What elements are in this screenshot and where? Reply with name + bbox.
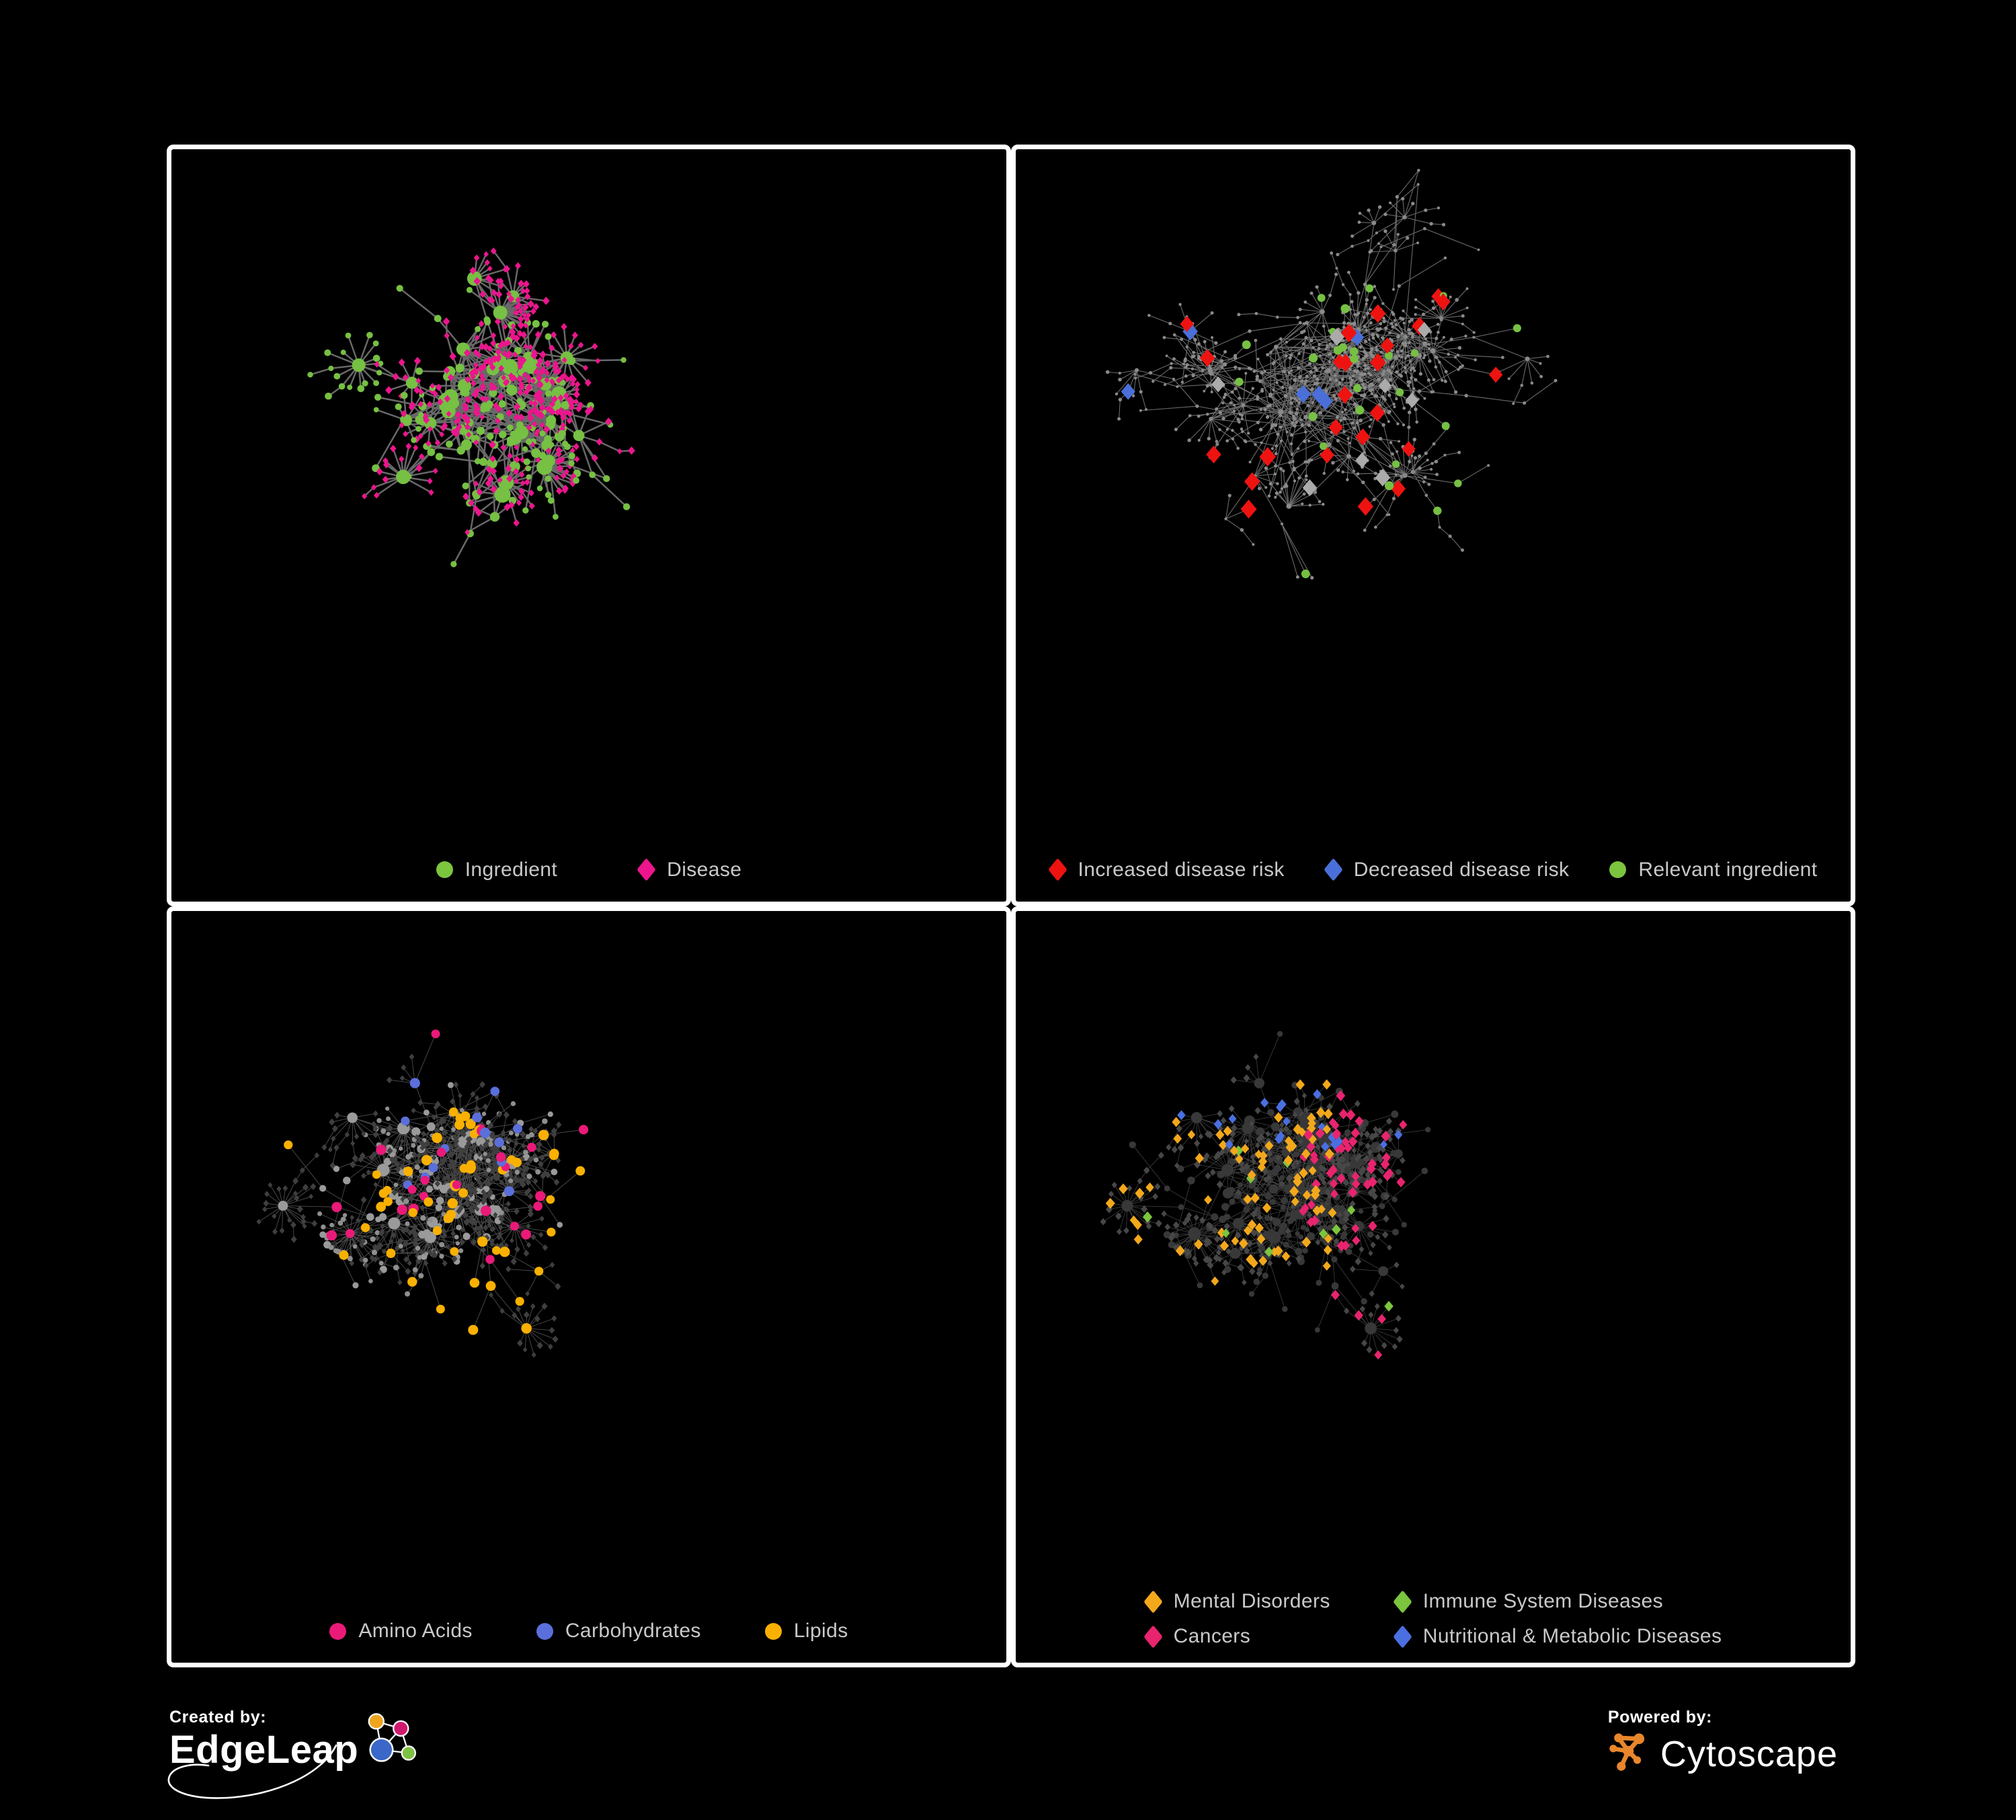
legend-disease-categories: Mental Disorders Immune System Diseases … [1016, 1589, 1851, 1649]
legend-item-amino-acids: Amino Acids [329, 1620, 472, 1643]
legend-label: Amino Acids [358, 1620, 473, 1642]
legend-item-relevant-ingredient: Relevant ingredient [1609, 859, 1817, 881]
relevant-ingredient-circle-icon [1609, 861, 1627, 878]
carbohydrates-circle-icon [536, 1622, 553, 1640]
legend-label: Increased disease risk [1078, 858, 1285, 881]
legend-label: Immune System Diseases [1422, 1590, 1663, 1612]
legend-item-lipids: Lipids [764, 1620, 848, 1643]
legend-label: Ingredient [465, 858, 558, 881]
created-by-label: Created by: [169, 1708, 267, 1727]
legend-disease-risk: Increased disease risk Decreased disease… [1016, 858, 1851, 881]
network-disease-categories [1100, 1031, 1431, 1359]
cytoscape-credit: Powered by: Cytoscape [1608, 1708, 1838, 1779]
edgeleap-credit: Created by: EdgeLeap [167, 1708, 421, 1799]
panels-grid: Ingredient Disease Increased disease ris… [167, 145, 1855, 1667]
cytoscape-logo-icon [1608, 1729, 1652, 1779]
legend-item-mental-disorders: Mental Disorders [1143, 1589, 1330, 1614]
panel-disease-risk: Increased disease risk Decreased disease… [1011, 145, 1855, 906]
legend-item-carbohydrates: Carbohydrates [536, 1620, 701, 1643]
legend-label: Carbohydrates [565, 1620, 701, 1642]
legend-item-immune-diseases: Immune System Diseases [1393, 1589, 1722, 1614]
legend-item-disease: Disease [637, 858, 742, 881]
nutritional-metabolic-diamond-icon [1393, 1624, 1412, 1649]
legend-label: Cancers [1173, 1625, 1251, 1647]
decreased-risk-diamond-icon [1324, 858, 1343, 881]
network-disease-risk [1105, 169, 1558, 580]
panel-ingredient-disease: Ingredient Disease [167, 145, 1011, 906]
edgeleap-logo-icon [357, 1711, 421, 1779]
legend-label: Decreased disease risk [1353, 858, 1570, 881]
legend-macronutrients: Amino Acids Carbohydrates Lipids [171, 1620, 1006, 1643]
legend-item-increased-risk: Increased disease risk [1047, 858, 1285, 881]
panel-macronutrients: Amino Acids Carbohydrates Lipids [167, 906, 1011, 1667]
legend-item-cancers: Cancers [1143, 1624, 1330, 1649]
lipids-circle-icon [764, 1622, 782, 1640]
legend-ingredient-disease: Ingredient Disease [171, 858, 1006, 881]
powered-by-label: Powered by: [1607, 1708, 1713, 1727]
cytoscape-wordmark: Cytoscape [1660, 1733, 1838, 1774]
panel-disease-categories: Mental Disorders Immune System Diseases … [1011, 906, 1855, 1667]
network-ingredient-disease [307, 247, 635, 567]
immune-diseases-diamond-icon [1393, 1589, 1412, 1614]
network-macronutrients [256, 1029, 589, 1357]
legend-label: Disease [667, 858, 742, 881]
legend-item-decreased-risk: Decreased disease risk [1324, 858, 1570, 881]
ingredient-circle-icon [436, 861, 453, 878]
legend-item-ingredient: Ingredient [436, 859, 557, 881]
increased-risk-diamond-icon [1047, 858, 1067, 881]
legend-label: Lipids [793, 1620, 848, 1642]
legend-label: Relevant ingredient [1638, 858, 1818, 881]
cancers-diamond-icon [1143, 1624, 1163, 1649]
disease-diamond-icon [637, 858, 656, 881]
legend-label: Mental Disorders [1173, 1590, 1330, 1612]
legend-label: Nutritional & Metabolic Diseases [1422, 1625, 1722, 1647]
edgeleap-wordmark: EdgeLeap [169, 1728, 359, 1772]
legend-item-nutritional-metabolic: Nutritional & Metabolic Diseases [1393, 1624, 1722, 1649]
amino-acids-circle-icon [329, 1622, 347, 1640]
mental-disorders-diamond-icon [1143, 1589, 1163, 1614]
